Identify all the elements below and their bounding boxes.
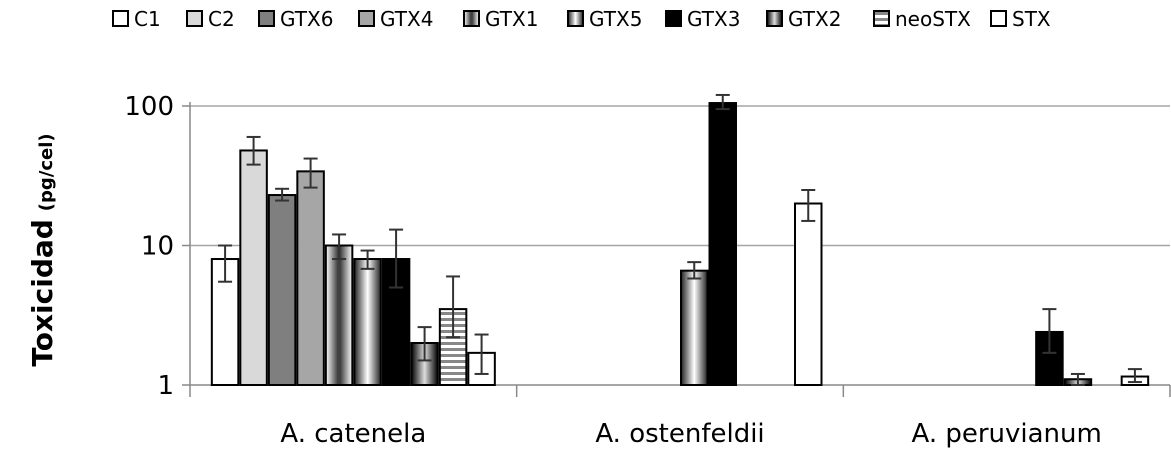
legend-label: GTX1 (485, 7, 538, 31)
bar-gtx4 (296, 170, 325, 386)
legend-swatch (186, 10, 203, 27)
legend-label: neoSTX (895, 7, 971, 31)
y-tick-label: 1 (157, 371, 174, 401)
bars (210, 102, 1150, 387)
gridlines (190, 105, 1170, 247)
y-tick-label: 100 (124, 92, 174, 122)
legend-swatch (990, 10, 1007, 27)
legend-label: STX (1012, 7, 1051, 31)
legend-swatch (873, 10, 890, 27)
legend-label: GTX6 (280, 7, 333, 31)
legend-label: GTX2 (788, 7, 841, 31)
y-axis-label: Toxicidad(pg/cel) (26, 133, 59, 366)
bar-gtx3 (708, 102, 737, 386)
category-label: A. catenela (280, 419, 426, 449)
legend-swatch (358, 10, 375, 27)
legend-label: GTX3 (687, 7, 740, 31)
legend-swatch (112, 10, 129, 27)
y-tick-label: 10 (141, 232, 174, 262)
legend-label: GTX5 (589, 7, 642, 31)
error-bars (218, 93, 1142, 386)
bar-gtx5 (353, 258, 382, 387)
legend-swatch (567, 10, 584, 27)
chart-legend: C1 C2 GTX6 GTX4 GTX1 GTX5 GTX3 GTX2 neoSTX STX (112, 7, 1051, 31)
category-label: A. ostenfeldii (595, 419, 764, 449)
bar-stx (794, 202, 823, 386)
legend-swatch (463, 10, 480, 27)
legend-swatch (258, 10, 275, 27)
axis-labels: Toxicidad(pg/cel) (26, 133, 59, 366)
bar-c2 (239, 149, 268, 386)
legend-label: GTX4 (380, 7, 433, 31)
bar-gtx6 (267, 194, 297, 386)
legend-swatch (665, 10, 682, 27)
category-label: A. peruvianum (911, 419, 1101, 449)
bar-gtx5 (680, 269, 709, 386)
legend-label: C1 (134, 7, 161, 31)
bar-gtx1 (324, 244, 354, 386)
legend-swatch (766, 10, 783, 27)
legend-label: C2 (208, 7, 235, 31)
